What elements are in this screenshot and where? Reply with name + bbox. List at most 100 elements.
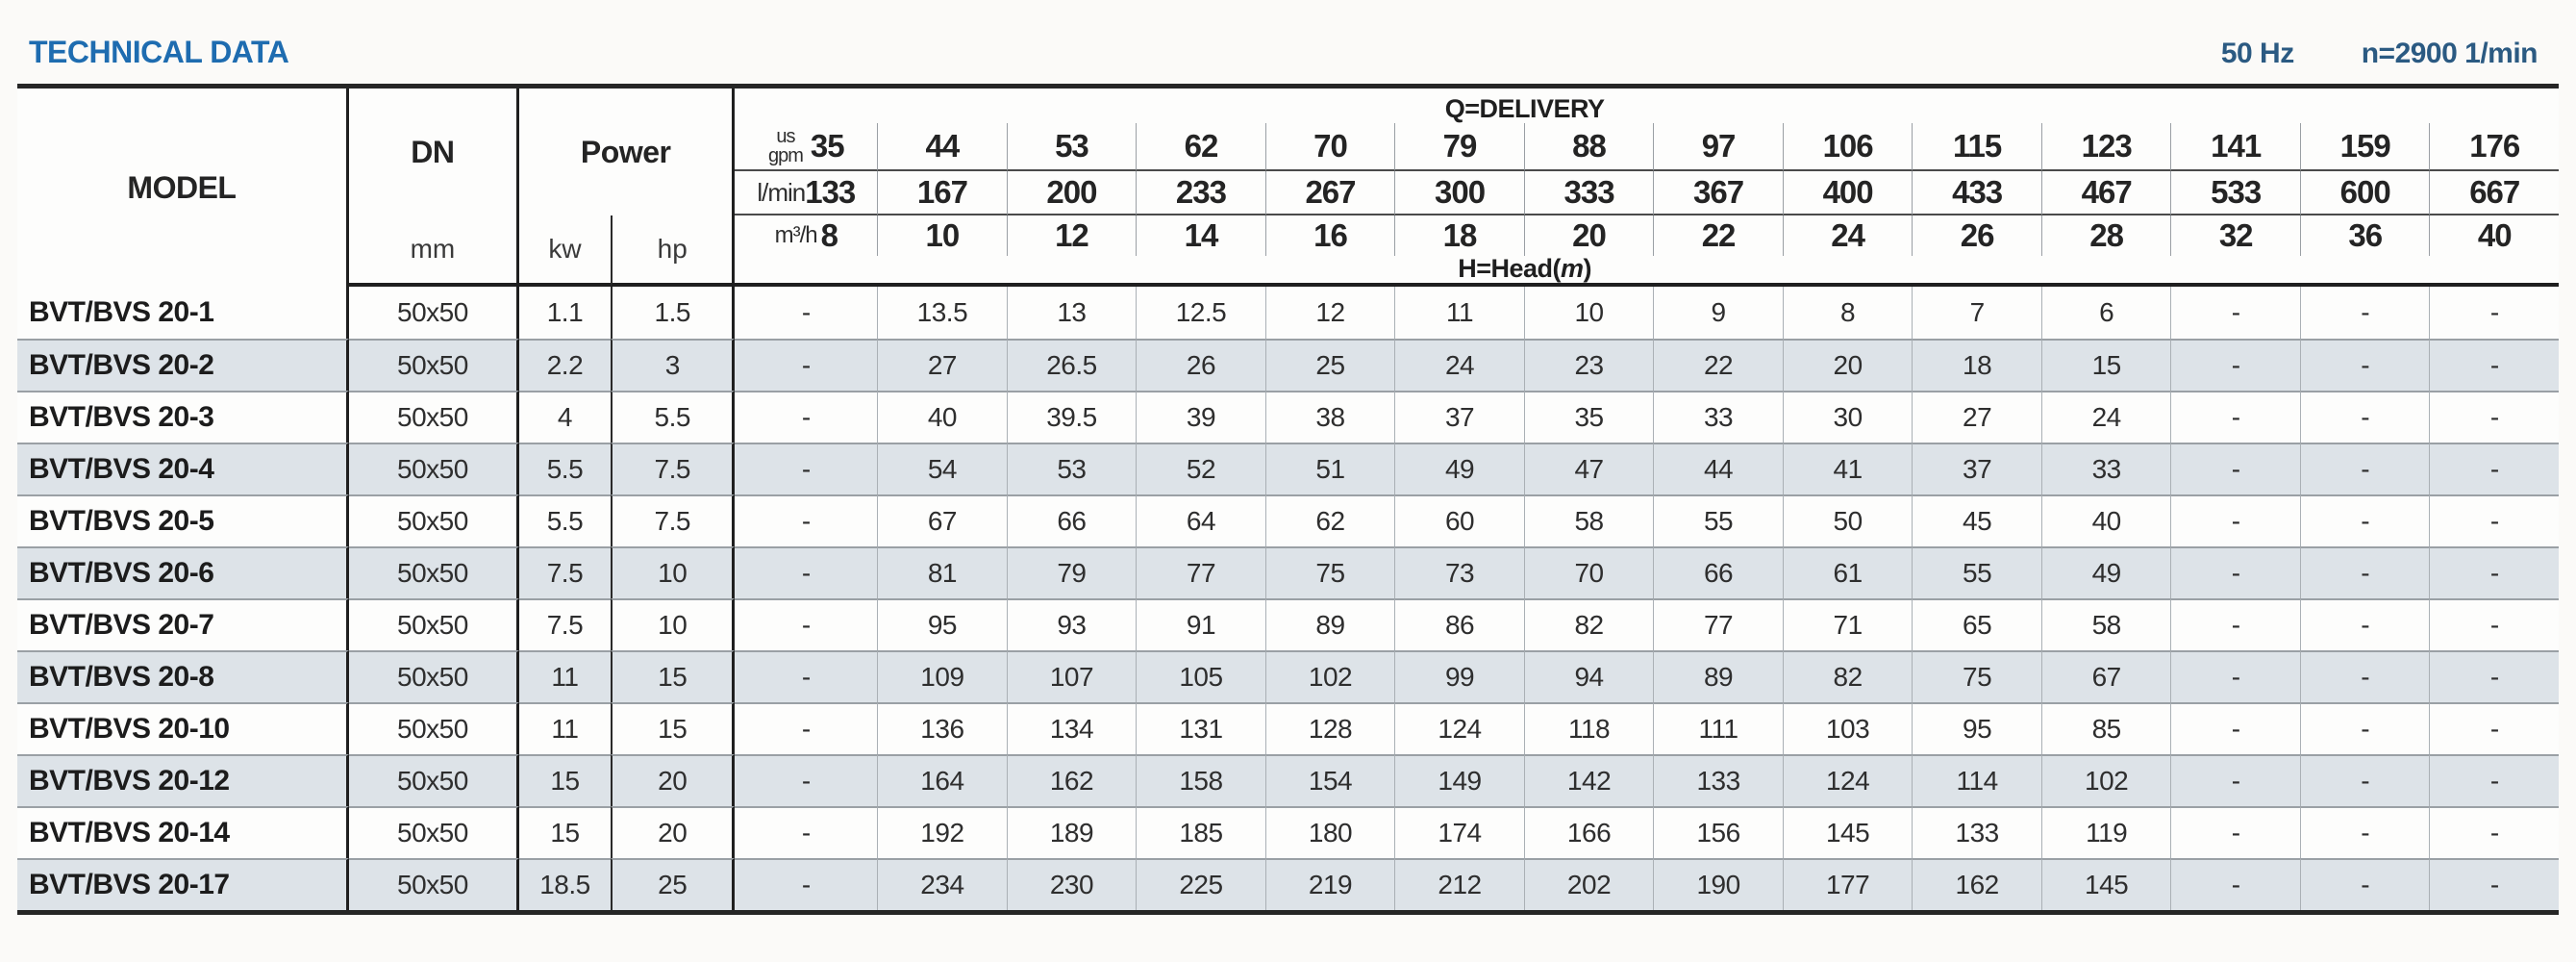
head-cell: 22 xyxy=(1653,339,1783,391)
lmin-value: 267 xyxy=(1264,171,1395,215)
m3h-value: 20 xyxy=(1523,215,1654,256)
head-cell: 177 xyxy=(1782,858,1913,910)
head-cell: - xyxy=(2170,806,2300,858)
hp-cell: 25 xyxy=(611,858,736,910)
head-cell: - xyxy=(2170,702,2300,754)
head-cell: 190 xyxy=(1653,858,1783,910)
hp-cell: 10 xyxy=(611,546,736,598)
m3h-value: 18 xyxy=(1394,215,1524,256)
dn-cell: 50x50 xyxy=(348,702,519,754)
head-cell: 134 xyxy=(1006,702,1137,754)
lmin-value: 400 xyxy=(1782,171,1913,215)
head-cell: 82 xyxy=(1523,598,1654,650)
hp-cell: 10 xyxy=(611,598,736,650)
m3h-cell: m³/h 8 xyxy=(735,215,877,256)
model-cell: BVT/BVS 20-17 xyxy=(17,858,349,910)
head-cell: 53 xyxy=(1006,443,1137,494)
head-cell: - xyxy=(2429,598,2559,650)
dn-cell: 50x50 xyxy=(348,494,519,546)
dn-cell: 50x50 xyxy=(348,339,519,391)
head-cell: 225 xyxy=(1136,858,1265,910)
head-cell: - xyxy=(735,650,878,702)
lmin-value: 133 xyxy=(805,174,856,210)
head-cell: 26.5 xyxy=(1006,339,1137,391)
head-cell: - xyxy=(2429,858,2559,910)
speed-label: n=2900 1/min xyxy=(2361,38,2538,69)
head-label-suffix: ) xyxy=(1583,254,1592,283)
head-cell: 234 xyxy=(877,858,1007,910)
head-cell: 12 xyxy=(1264,287,1395,339)
head-cell: - xyxy=(735,494,878,546)
head-cell: 67 xyxy=(2040,650,2171,702)
head-cell: - xyxy=(2170,546,2300,598)
head-cell: - xyxy=(735,754,878,806)
head-cell: 99 xyxy=(1394,650,1524,702)
head-cell: 174 xyxy=(1394,806,1524,858)
head-cell: 77 xyxy=(1136,546,1265,598)
head-cell: - xyxy=(2299,598,2430,650)
m3h-value: 26 xyxy=(1912,215,2041,256)
model-cell: BVT/BVS 20-10 xyxy=(17,702,349,754)
head-cell: 158 xyxy=(1136,754,1265,806)
hp-cell: 1.5 xyxy=(611,287,736,339)
head-cell: 39.5 xyxy=(1006,391,1137,443)
head-cell: 24 xyxy=(1394,339,1524,391)
head-cell: 162 xyxy=(1006,754,1137,806)
head-cell: - xyxy=(2170,858,2300,910)
kw-cell: 1.1 xyxy=(546,297,584,327)
head-cell: - xyxy=(2299,287,2430,339)
head-cell: - xyxy=(2429,443,2559,494)
gpm-value: 159 xyxy=(2299,123,2430,171)
power-unit-kw: kw xyxy=(518,215,611,287)
gpm-value: 62 xyxy=(1136,123,1265,171)
page-title: TECHNICAL DATA xyxy=(29,35,289,69)
dn-cell: 50x50 xyxy=(348,754,519,806)
model-cell: BVT/BVS 20-1 xyxy=(17,287,349,339)
head-cell: 102 xyxy=(1264,650,1395,702)
gpm-value: 53 xyxy=(1006,123,1137,171)
head-label-row: H=Head(m) xyxy=(735,254,2559,287)
head-cell: 52 xyxy=(1136,443,1265,494)
head-cell: 95 xyxy=(877,598,1007,650)
lmin-value: 667 xyxy=(2429,171,2559,215)
head-cell: 124 xyxy=(1782,754,1913,806)
head-cell: 166 xyxy=(1523,806,1654,858)
m3h-value: 36 xyxy=(2299,215,2430,256)
head-cell: 145 xyxy=(2040,858,2171,910)
head-cell: 23 xyxy=(1523,339,1654,391)
head-cell: 35 xyxy=(1523,391,1654,443)
lmin-value: 233 xyxy=(1136,171,1265,215)
head-cell: - xyxy=(2170,287,2300,339)
gpm-value: 115 xyxy=(1912,123,2041,171)
head-cell: 39 xyxy=(1136,391,1265,443)
frequency-label: 50 Hz xyxy=(2220,38,2294,69)
head-cell: - xyxy=(735,806,878,858)
m3h-value: 28 xyxy=(2040,215,2171,256)
hp-cell: 20 xyxy=(611,754,736,806)
lmin-value: 467 xyxy=(2040,171,2171,215)
gpm-value: 97 xyxy=(1653,123,1783,171)
head-cell: - xyxy=(2170,650,2300,702)
head-cell: 12.5 xyxy=(1136,287,1265,339)
head-cell: 91 xyxy=(1136,598,1265,650)
head-cell: - xyxy=(2170,494,2300,546)
head-cell: - xyxy=(801,297,811,327)
head-cell: - xyxy=(2429,287,2559,339)
head-cell: - xyxy=(2429,339,2559,391)
head-cell: 37 xyxy=(1394,391,1524,443)
lmin-value: 533 xyxy=(2170,171,2300,215)
dn-cell: 50x50 xyxy=(348,806,519,858)
head-cell: - xyxy=(2170,339,2300,391)
head-cell: 18 xyxy=(1912,339,2041,391)
hp-cell: 20 xyxy=(611,806,736,858)
head-cell: 37 xyxy=(1912,443,2041,494)
hp-cell: 15 xyxy=(611,702,736,754)
head-cell: 10 xyxy=(1523,287,1654,339)
kw-cell: 5.5 xyxy=(518,494,611,546)
head-cell: 75 xyxy=(1264,546,1395,598)
head-cell: 66 xyxy=(1653,546,1783,598)
head-cell: - xyxy=(735,858,878,910)
head-cell: 95 xyxy=(1912,702,2041,754)
head-cell: - xyxy=(2429,754,2559,806)
kw-cell: 7.5 xyxy=(518,546,611,598)
